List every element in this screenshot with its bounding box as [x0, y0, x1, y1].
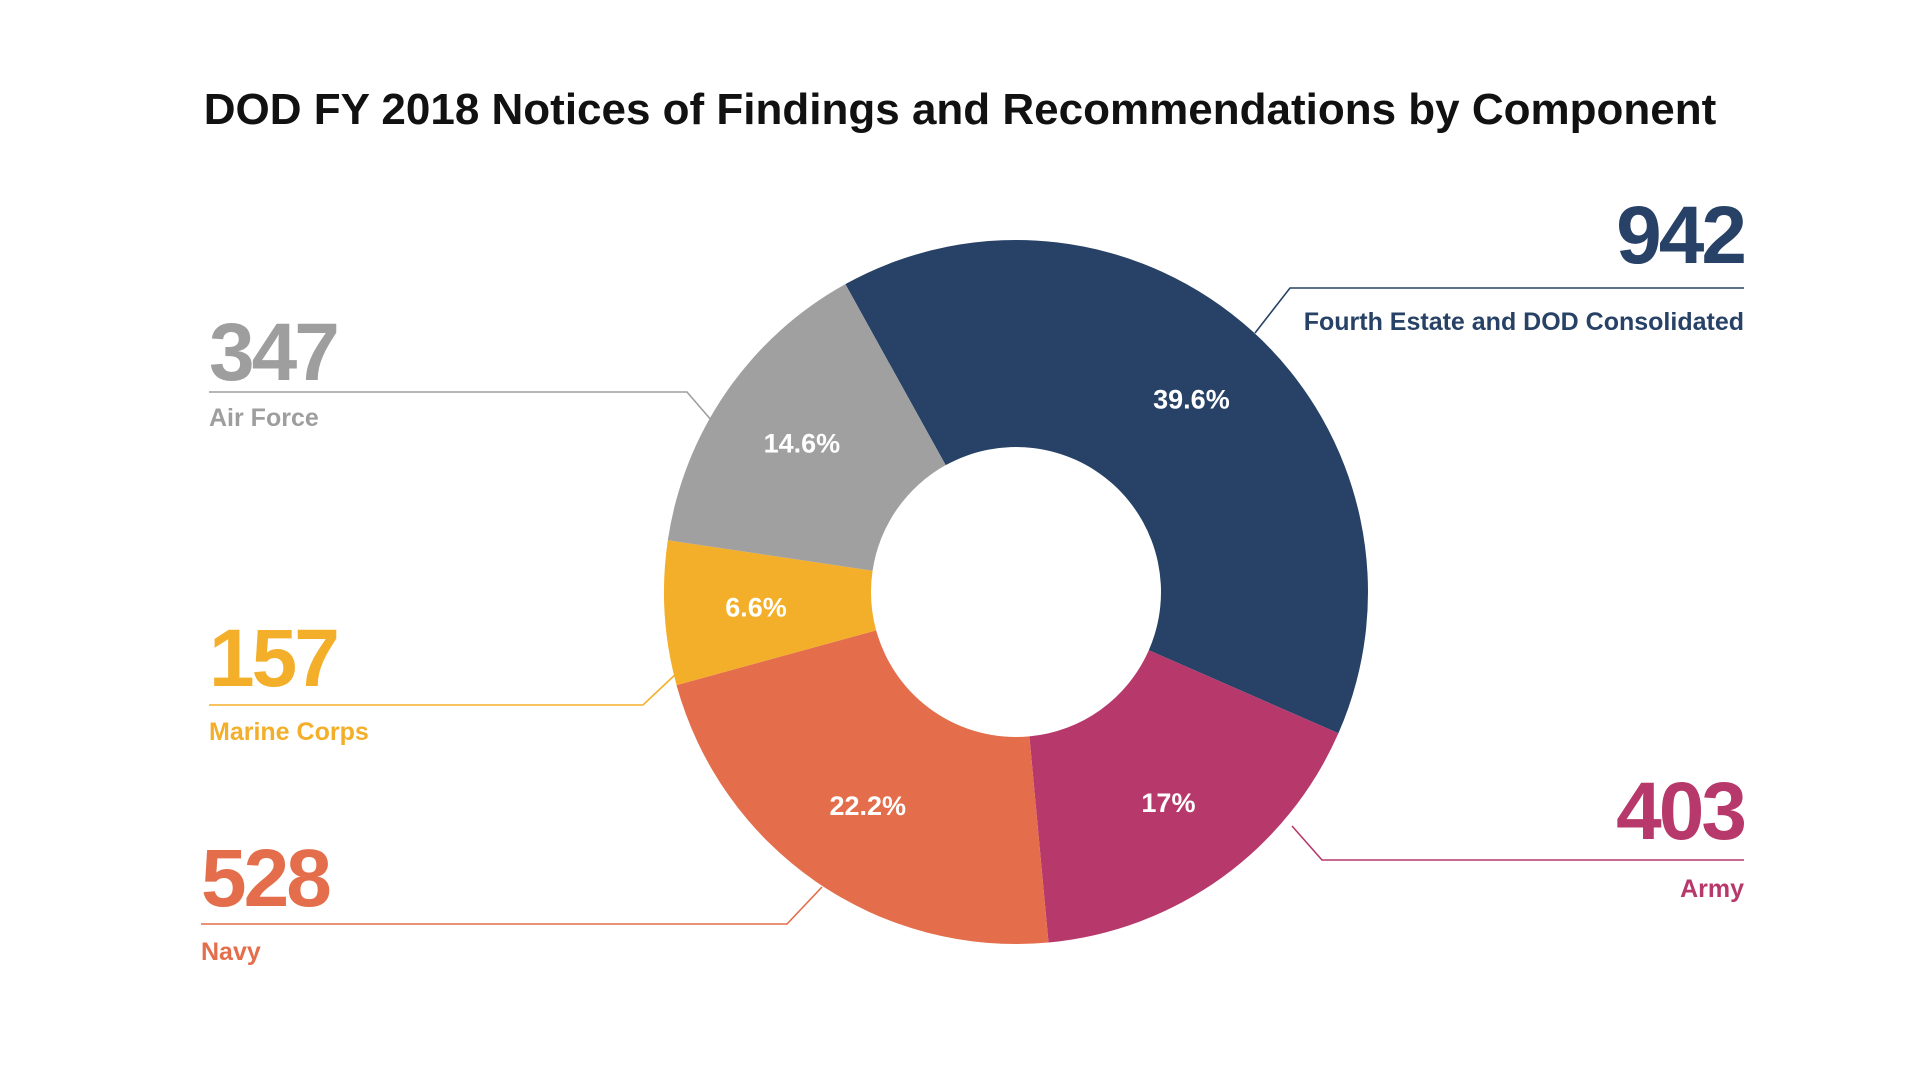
value-label-army: 403 [1616, 766, 1744, 857]
value-label-navy: 528 [201, 833, 330, 924]
category-label-fourth-estate-and-dod-consolidated: Fourth Estate and DOD Consolidated [1304, 308, 1744, 336]
value-label-air-force: 347 [209, 307, 337, 398]
category-label-army: Army [1680, 875, 1744, 903]
percent-label-marine-corps: 6.6% [725, 593, 787, 623]
value-label-marine-corps: 157 [209, 613, 337, 704]
category-label-air-force: Air Force [209, 404, 319, 432]
category-label-marine-corps: Marine Corps [209, 718, 369, 746]
value-label-fourth-estate-and-dod-consolidated: 942 [1616, 190, 1744, 281]
slice-navy [676, 630, 1049, 945]
slice-fourth-estate-and-dod-consolidated [845, 239, 1369, 734]
slice-marine-corps [664, 540, 877, 686]
percent-label-fourth-estate-and-dod-consolidated: 39.6% [1153, 384, 1230, 414]
percent-labels: 39.6% 17% 22.2% 6.6% 14.6% [725, 384, 1230, 821]
callout-line-air-force [209, 391, 713, 422]
callout-line-navy [201, 886, 823, 925]
category-label-navy: Navy [201, 938, 261, 966]
percent-label-army: 17% [1141, 788, 1195, 818]
chart-title: DOD FY 2018 Notices of Findings and Reco… [204, 85, 1717, 134]
callout-line-fourth-estate-and-dod-consolidated [1254, 287, 1744, 334]
slice-air-force [667, 284, 946, 571]
slice-army [1029, 650, 1339, 943]
callout-line-marine-corps [209, 671, 679, 706]
donut-slices [664, 239, 1369, 945]
percent-label-air-force: 14.6% [764, 429, 841, 459]
percent-label-navy: 22.2% [829, 791, 906, 821]
callouts: 942 Fourth Estate and DOD Consolidated 403… [201, 190, 1747, 966]
callout-line-army [1291, 825, 1744, 861]
